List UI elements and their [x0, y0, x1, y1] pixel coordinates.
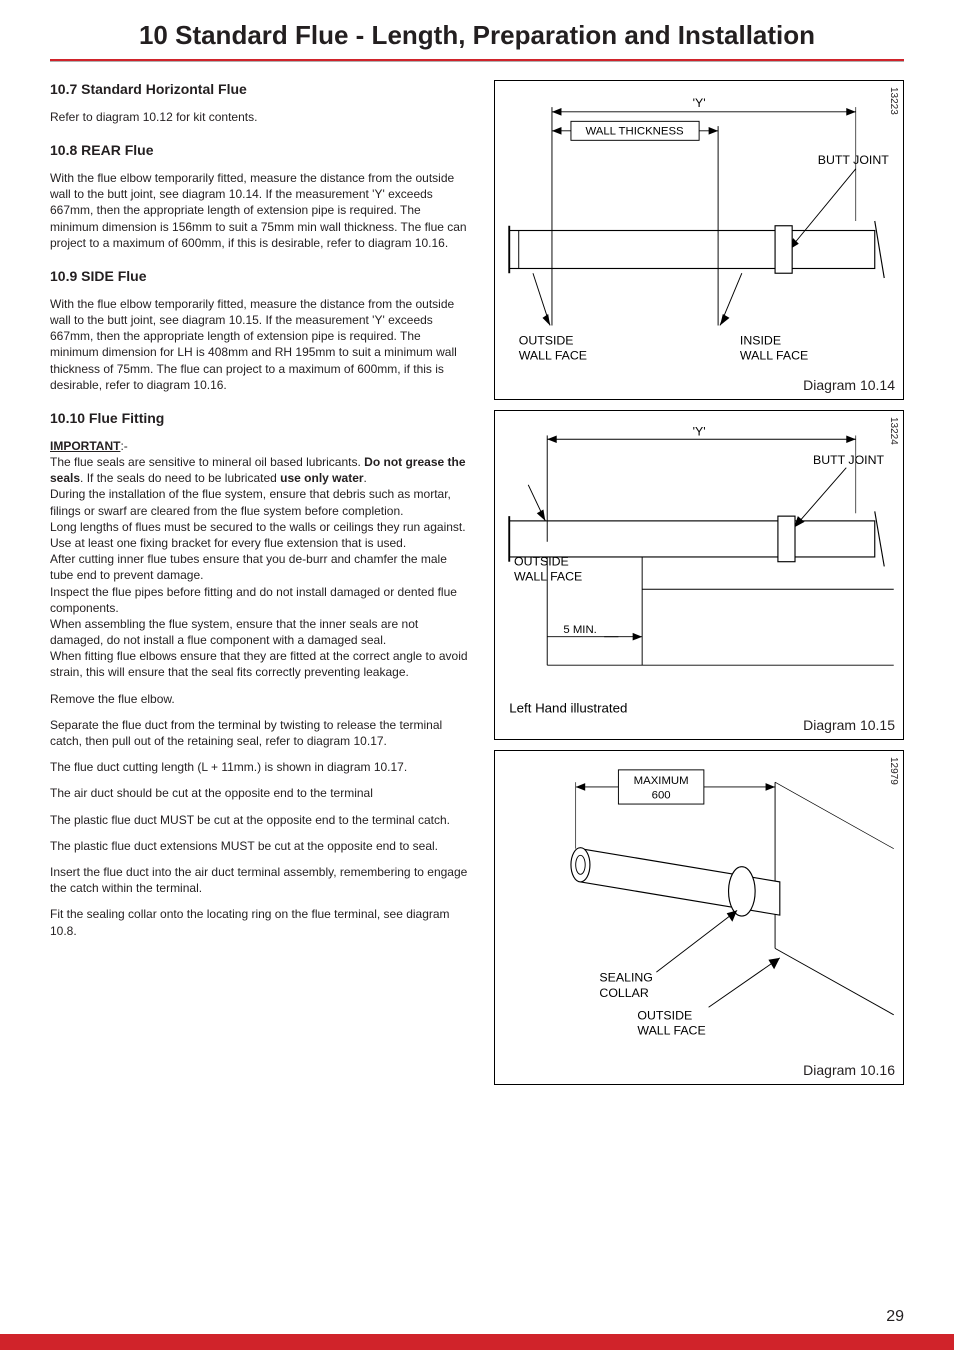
p-collar: Fit the sealing collar onto the locating…	[50, 906, 470, 938]
page-title: 10 Standard Flue - Length, Preparation a…	[0, 0, 954, 59]
diagram-14-svg: 'Y' WALL THICKNESS BUTT JOINT	[495, 81, 903, 399]
label-lh-illustrated: Left Hand illustrated	[509, 701, 627, 716]
heading-10-7: 10.7 Standard Horizontal Flue	[50, 80, 470, 99]
diagram-id-14: 13223	[888, 87, 899, 115]
heading-10-9: 10.9 SIDE Flue	[50, 267, 470, 286]
label-5min: 5 MIN.	[563, 624, 597, 636]
diagram-15-svg: 'Y' BUTT JOINT	[495, 411, 903, 739]
page-number: 29	[886, 1308, 904, 1326]
label-sealing: SEALING	[599, 971, 652, 985]
diagram-id-16: 12979	[888, 757, 899, 785]
diagram-10-14: 13223 'Y' WALL THICKNESS BUTT JOINT	[494, 80, 904, 400]
diagram-caption-14: Diagram 10.14	[803, 377, 895, 393]
label-wall-thickness: WALL THICKNESS	[585, 126, 684, 138]
label-y-14: 'Y'	[692, 96, 705, 110]
diagram-10-16: 12979 MAXIMUM 600	[494, 750, 904, 1085]
label-outside-16: OUTSIDE	[637, 1009, 692, 1023]
diagram-caption-16: Diagram 10.16	[803, 1062, 895, 1078]
p-10-9-1: With the flue elbow temporarily fitted, …	[50, 296, 470, 393]
diagram-id-15: 13224	[888, 417, 899, 445]
label-y-15: 'Y'	[692, 424, 705, 438]
label-outside-15: OUTSIDE	[514, 555, 569, 569]
label-collar: COLLAR	[599, 986, 648, 1000]
diagram-16-svg: MAXIMUM 600 SEALING	[495, 751, 903, 1084]
p-10-8-1: With the flue elbow temporarily fitted, …	[50, 170, 470, 251]
p-important: IMPORTANT:- The flue seals are sensitive…	[50, 438, 470, 681]
label-butt-joint-15: BUTT JOINT	[813, 453, 884, 467]
label-outside2-15: WALL FACE	[514, 570, 582, 584]
diagram-10-15: 13224 'Y' BUTT JOINT	[494, 410, 904, 740]
content-area: 10.7 Standard Horizontal Flue Refer to d…	[0, 62, 954, 1095]
p-separate: Separate the flue duct from the terminal…	[50, 717, 470, 749]
label-butt-joint-14: BUTT JOINT	[818, 153, 889, 167]
heading-10-8: 10.8 REAR Flue	[50, 141, 470, 160]
heading-10-10: 10.10 Flue Fitting	[50, 409, 470, 428]
p-cutlen: The flue duct cutting length (L + 11mm.)…	[50, 759, 470, 775]
p-plastic1: The plastic flue duct MUST be cut at the…	[50, 812, 470, 828]
label-outside2-14: WALL FACE	[519, 349, 587, 363]
label-outside2-16: WALL FACE	[637, 1024, 705, 1038]
label-max-val: 600	[651, 789, 670, 801]
label-outside-14: OUTSIDE	[519, 333, 574, 347]
right-column: 13223 'Y' WALL THICKNESS BUTT JOINT	[494, 80, 904, 1095]
important-label: IMPORTANT	[50, 439, 120, 453]
footer-bar	[0, 1334, 954, 1350]
p-airduct: The air duct should be cut at the opposi…	[50, 785, 470, 801]
left-column: 10.7 Standard Horizontal Flue Refer to d…	[50, 80, 470, 1095]
diagram-caption-15: Diagram 10.15	[803, 717, 895, 733]
p-insert: Insert the flue duct into the air duct t…	[50, 864, 470, 896]
p-10-7-1: Refer to diagram 10.12 for kit contents.	[50, 109, 470, 125]
label-inside2-14: WALL FACE	[740, 349, 808, 363]
p-plastic2: The plastic flue duct extensions MUST be…	[50, 838, 470, 854]
label-inside-14: INSIDE	[740, 333, 781, 347]
label-max: MAXIMUM	[633, 775, 688, 787]
p-remove: Remove the flue elbow.	[50, 691, 470, 707]
